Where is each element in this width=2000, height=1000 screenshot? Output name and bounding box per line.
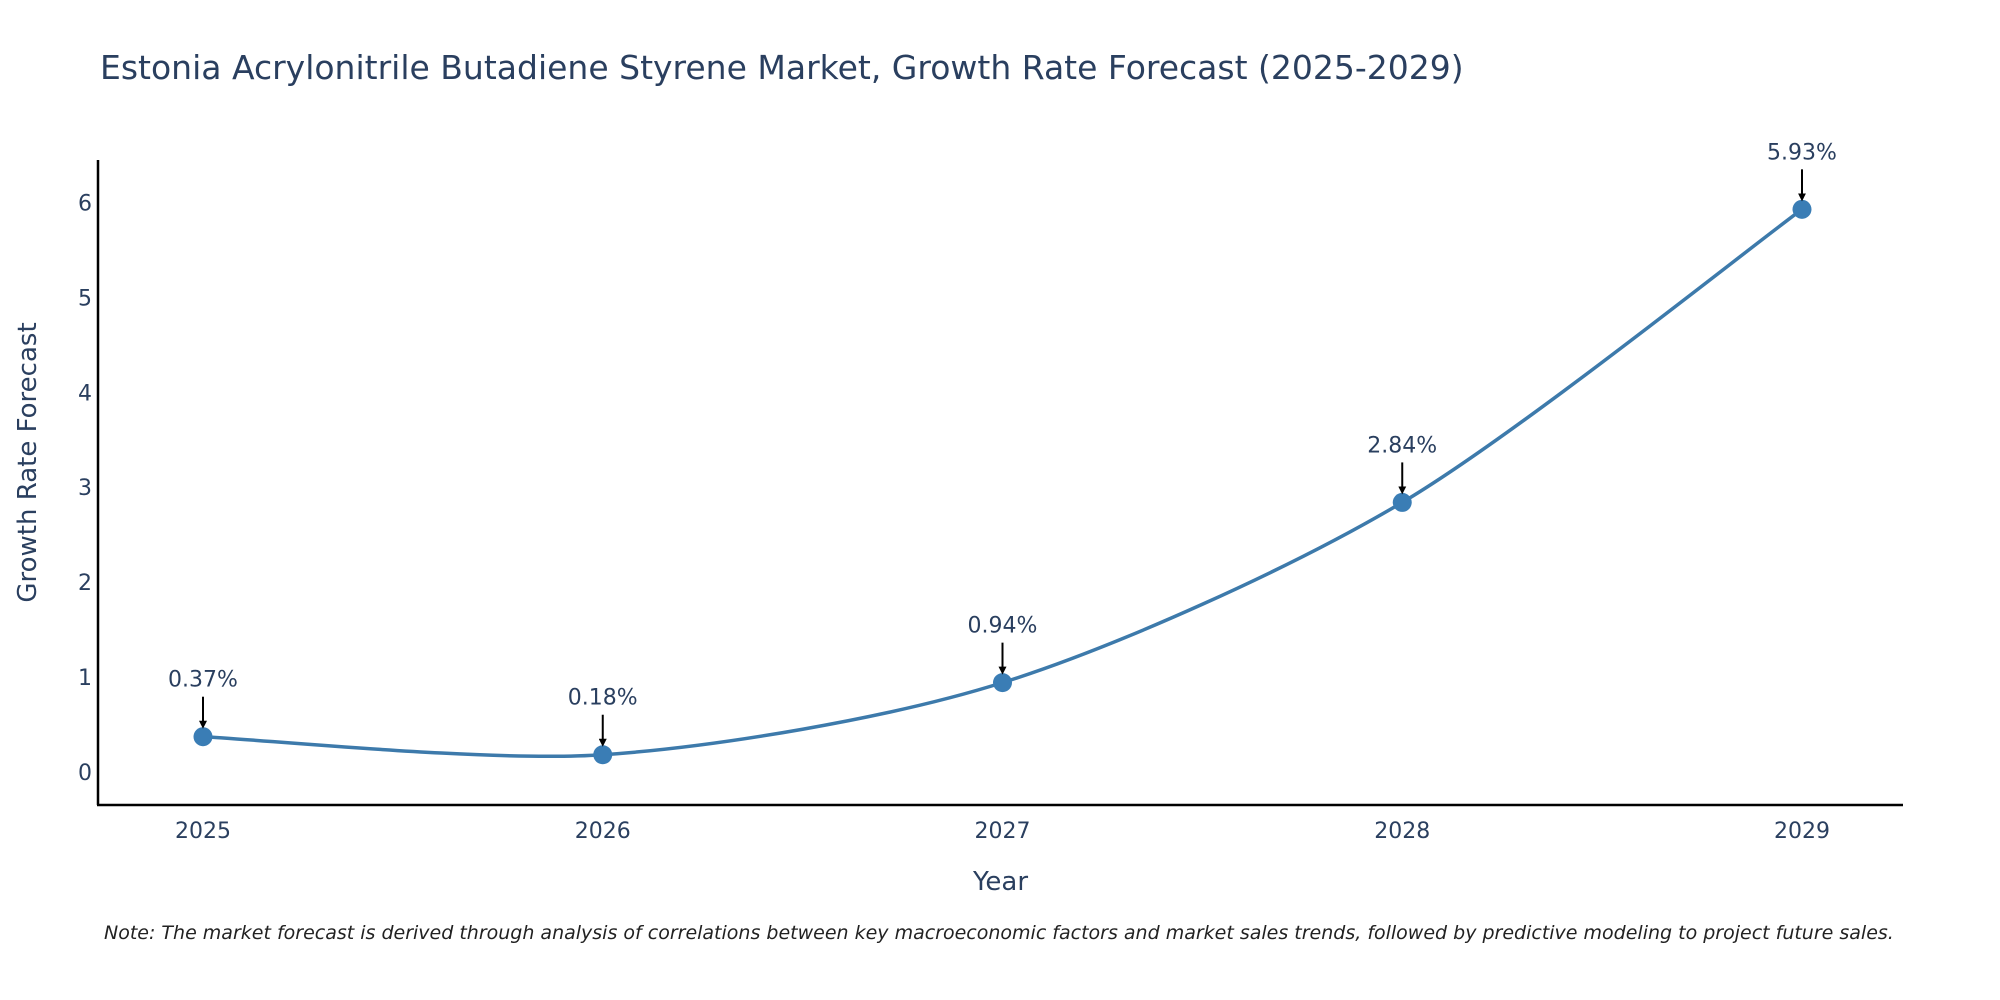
data-point-2027 [993,673,1012,693]
data-label-2025: 0.37% [168,668,238,693]
chart-title: Estonia Acrylonitrile Butadiene Styrene … [100,48,1464,87]
x-tick-label: 2027 [975,819,1031,844]
y-axis-ticks: 0 1 2 3 4 5 6 [78,192,92,786]
x-axis-title: Year [972,867,1028,897]
y-tick-label: 4 [78,381,92,406]
data-label-2027: 0.94% [968,614,1038,639]
x-tick-label: 2028 [1374,819,1430,844]
x-tick-label: 2029 [1774,819,1830,844]
x-axis-ticks: 2025 2026 2027 2028 2029 [175,819,1830,844]
y-tick-label: 1 [78,666,92,691]
data-point-2028 [1392,492,1412,512]
data-point-2026 [593,745,613,765]
data-points [193,199,1812,765]
y-axis-title: Growth Rate Forecast [13,322,43,602]
data-point-2025 [193,727,213,747]
y-tick-label: 5 [78,287,92,312]
y-tick-label: 0 [78,761,92,786]
footnote: Note: The market forecast is derived thr… [104,922,1894,944]
y-tick-label: 6 [78,192,92,217]
y-tick-label: 2 [78,571,92,596]
y-tick-label: 3 [78,476,92,501]
x-tick-label: 2025 [175,819,231,844]
data-point-2029 [1792,199,1812,219]
data-label-2028: 2.84% [1367,433,1437,458]
x-tick-label: 2026 [575,819,631,844]
data-label-2026: 0.18% [568,686,638,711]
data-label-2029: 5.93% [1767,140,1837,165]
data-label-annotations: 0.37% 0.18% 0.94% 2.84% 5.93% [168,140,1837,747]
